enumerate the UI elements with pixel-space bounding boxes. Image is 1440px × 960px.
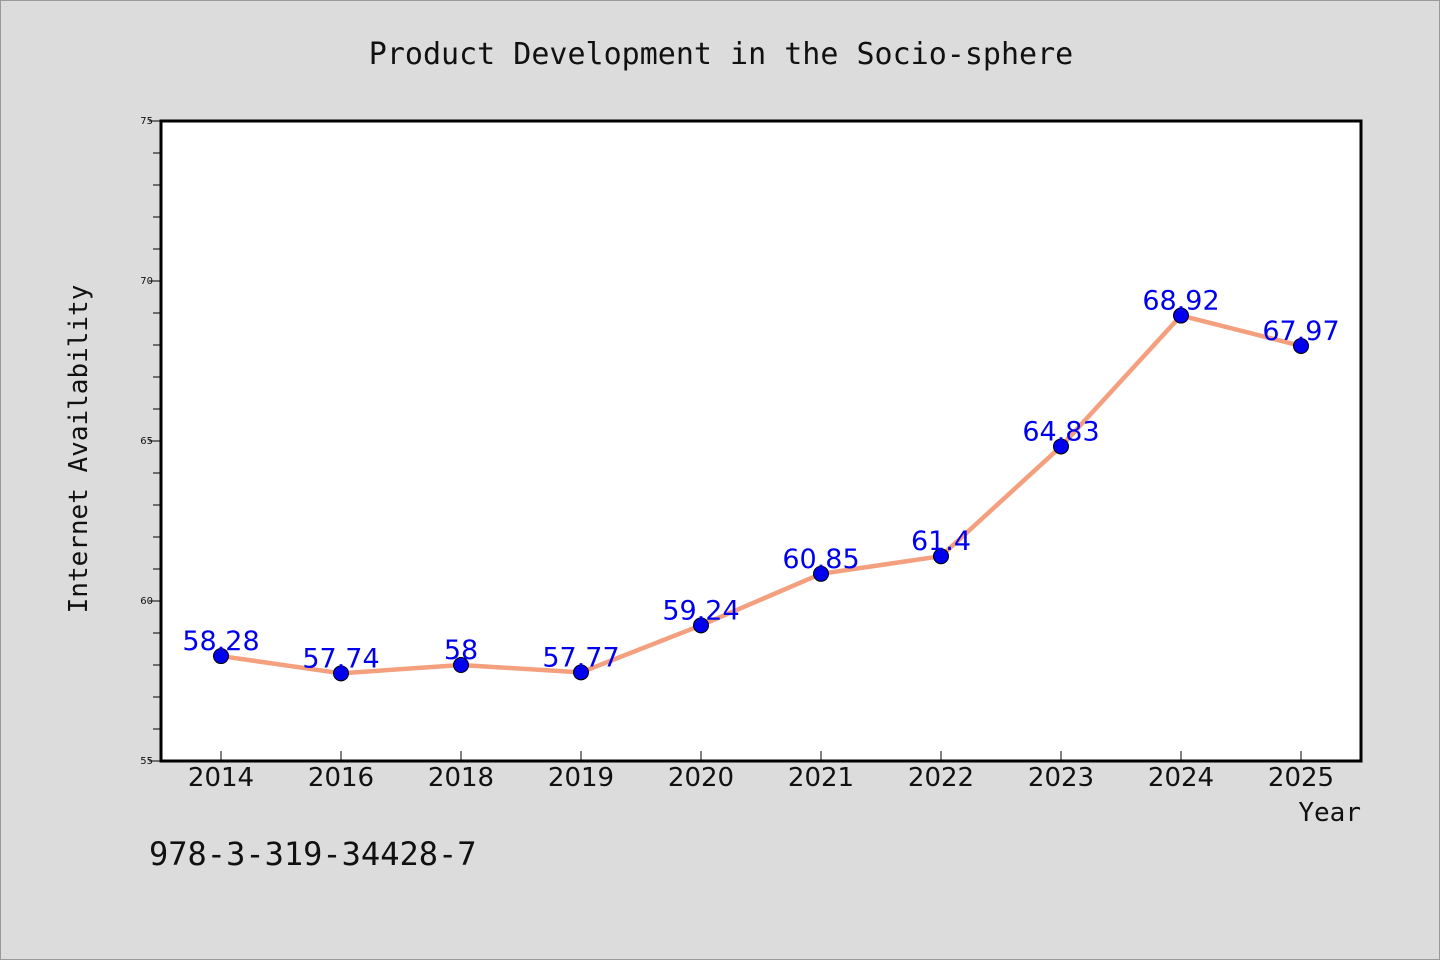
data-point bbox=[213, 648, 229, 665]
data-point bbox=[333, 665, 349, 682]
x-tick-label: 2024 bbox=[1148, 763, 1214, 793]
data-label: 57.74 bbox=[302, 643, 379, 674]
x-tick-label: 2021 bbox=[788, 763, 854, 793]
x-tick-label: 2018 bbox=[428, 763, 494, 793]
data-point bbox=[573, 664, 589, 681]
y-tick-label: 60 bbox=[140, 596, 153, 607]
data-point bbox=[1053, 438, 1069, 455]
data-point bbox=[813, 565, 829, 582]
data-label: 60.85 bbox=[782, 544, 859, 575]
y-axis-ticks: 55 60 65 70 75 bbox=[140, 116, 161, 767]
data-point bbox=[693, 617, 709, 634]
series-layer: 58.28 57.74 58 57.77 59.24 60.85 61.4 64.83 68.9… bbox=[182, 286, 1340, 682]
x-tick-label: 2020 bbox=[668, 763, 734, 793]
y-axis-label: Internet Availability bbox=[64, 285, 94, 614]
data-label: 59.24 bbox=[662, 595, 739, 626]
series-line bbox=[218, 313, 1304, 676]
x-tick-label: 2019 bbox=[548, 763, 614, 793]
data-label: 67.97 bbox=[1262, 316, 1339, 347]
x-axis-ticks: 2014 2016 2018 2019 2020 2021 2022 2023 2024 2025 bbox=[188, 751, 1334, 793]
data-label: 58 bbox=[444, 635, 478, 666]
y-tick-label: 70 bbox=[140, 276, 153, 287]
data-label: 58.28 bbox=[182, 626, 259, 657]
data-point bbox=[453, 657, 469, 673]
x-tick-label: 2025 bbox=[1268, 763, 1334, 793]
data-label: 68.92 bbox=[1142, 286, 1219, 317]
data-label: 64.83 bbox=[1022, 416, 1099, 447]
x-tick-label: 2023 bbox=[1028, 763, 1094, 793]
plot-area bbox=[159, 119, 1363, 763]
y-tick-label: 55 bbox=[140, 756, 153, 767]
data-point bbox=[933, 548, 949, 565]
x-axis-label: Year bbox=[1298, 798, 1361, 828]
y-tick-label: 75 bbox=[140, 116, 153, 127]
data-point bbox=[1293, 337, 1309, 354]
x-tick-label: 2014 bbox=[188, 763, 254, 793]
footer-isbn: 978-3-319-34428-7 bbox=[149, 835, 477, 873]
data-point bbox=[1173, 307, 1189, 324]
x-tick-label: 2016 bbox=[308, 763, 374, 793]
data-label: 57.77 bbox=[542, 642, 619, 673]
x-tick-label: 2022 bbox=[908, 763, 974, 793]
chart-title: Product Development in the Socio-sphere bbox=[369, 37, 1073, 72]
y-tick-label: 65 bbox=[140, 436, 153, 447]
data-label: 61.4 bbox=[911, 526, 971, 557]
